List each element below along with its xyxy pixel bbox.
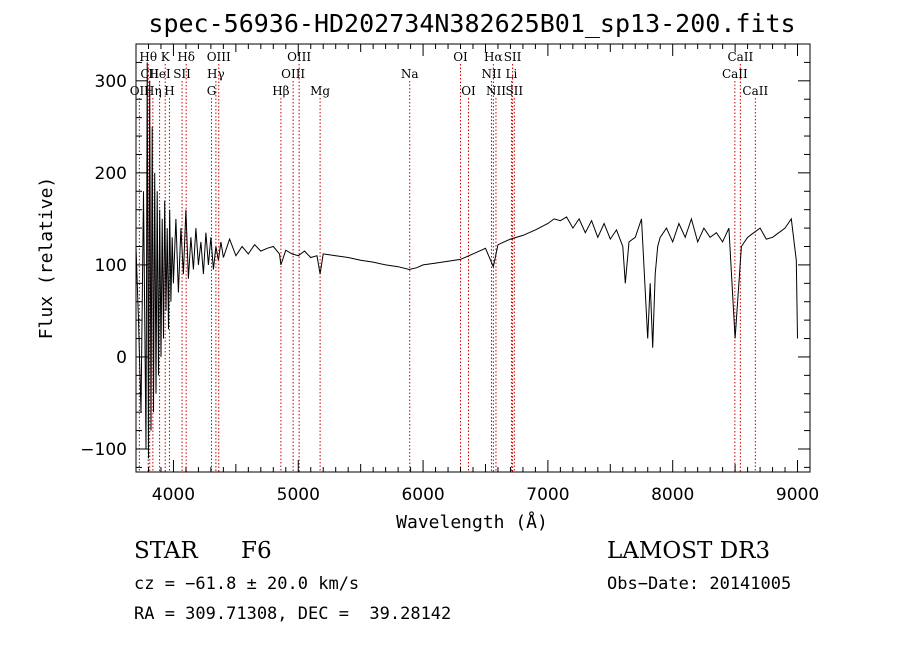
x-tick-label: 4000 xyxy=(152,485,195,505)
line-marker-label: CaII xyxy=(742,84,768,98)
y-tick-label: 200 xyxy=(95,164,127,184)
line-marker-label: SII xyxy=(504,50,522,64)
line-marker-label: OIII xyxy=(207,50,231,64)
line-marker-label: Hα xyxy=(484,50,503,64)
line-marker-label: OIII xyxy=(281,67,305,81)
spectrum-line xyxy=(135,62,798,459)
line-marker-label: Hθ xyxy=(139,50,157,64)
line-marker-label: CaII xyxy=(727,50,753,64)
line-marker-label: NII xyxy=(486,84,506,98)
redshift-value: cz = −61.8 ± 20.0 km/s xyxy=(134,574,360,594)
y-tick-label: 0 xyxy=(116,348,127,368)
y-axis-ticks: −100 0 100 200 300 xyxy=(80,43,810,468)
line-marker-label: CaII xyxy=(722,67,748,81)
line-marker-label: Hδ xyxy=(177,50,195,64)
observation-date: Obs−Date: 20141005 xyxy=(607,574,792,594)
object-class: STAR xyxy=(134,538,198,564)
line-marker-label: Hβ xyxy=(272,84,289,98)
line-marker-label: OI xyxy=(453,50,468,64)
y-axis-label: Flux (relative) xyxy=(36,177,57,340)
line-marker-label: OII xyxy=(130,84,150,98)
x-tick-label: 7000 xyxy=(526,485,569,505)
x-tick-label: 8000 xyxy=(651,485,694,505)
y-tick-label: 100 xyxy=(95,256,127,276)
line-marker-label: CII xyxy=(140,67,159,81)
line-marker-label: H xyxy=(164,84,174,98)
x-tick-label: 5000 xyxy=(277,485,320,505)
x-tick-label: 6000 xyxy=(401,485,444,505)
line-marker-label: NII xyxy=(481,67,501,81)
survey-name: LAMOST DR3 xyxy=(607,538,771,564)
spectral-subclass: F6 xyxy=(241,538,272,564)
line-marker-label: HeI xyxy=(148,67,171,81)
line-marker-label: Hγ xyxy=(207,67,225,81)
x-axis-label: Wavelength (Å) xyxy=(396,511,548,533)
chart-title: spec-56936-HD202734N382625B01_sp13-200.f… xyxy=(148,9,795,38)
line-marker-label: G xyxy=(207,84,217,98)
line-marker-label: OIII xyxy=(287,50,311,64)
line-marker-label: Hη xyxy=(144,84,162,98)
coordinates: RA = 309.71308, DEC = 39.28142 xyxy=(134,604,452,624)
x-axis-ticks: 4000 5000 6000 7000 8000 9000 xyxy=(135,44,819,505)
line-marker-label: K xyxy=(161,50,171,64)
line-marker-label: OI xyxy=(461,84,476,98)
plot-frame xyxy=(135,43,811,473)
y-tick-label: 300 xyxy=(95,72,127,92)
line-marker-label: Li xyxy=(506,67,518,81)
y-tick-label: −100 xyxy=(80,440,127,460)
line-marker-label: Na xyxy=(401,67,419,81)
line-marker-label: Mg xyxy=(310,84,330,98)
line-marker-label: SII xyxy=(505,84,523,98)
line-marker-label: SII xyxy=(173,67,191,81)
x-tick-label: 9000 xyxy=(776,485,819,505)
